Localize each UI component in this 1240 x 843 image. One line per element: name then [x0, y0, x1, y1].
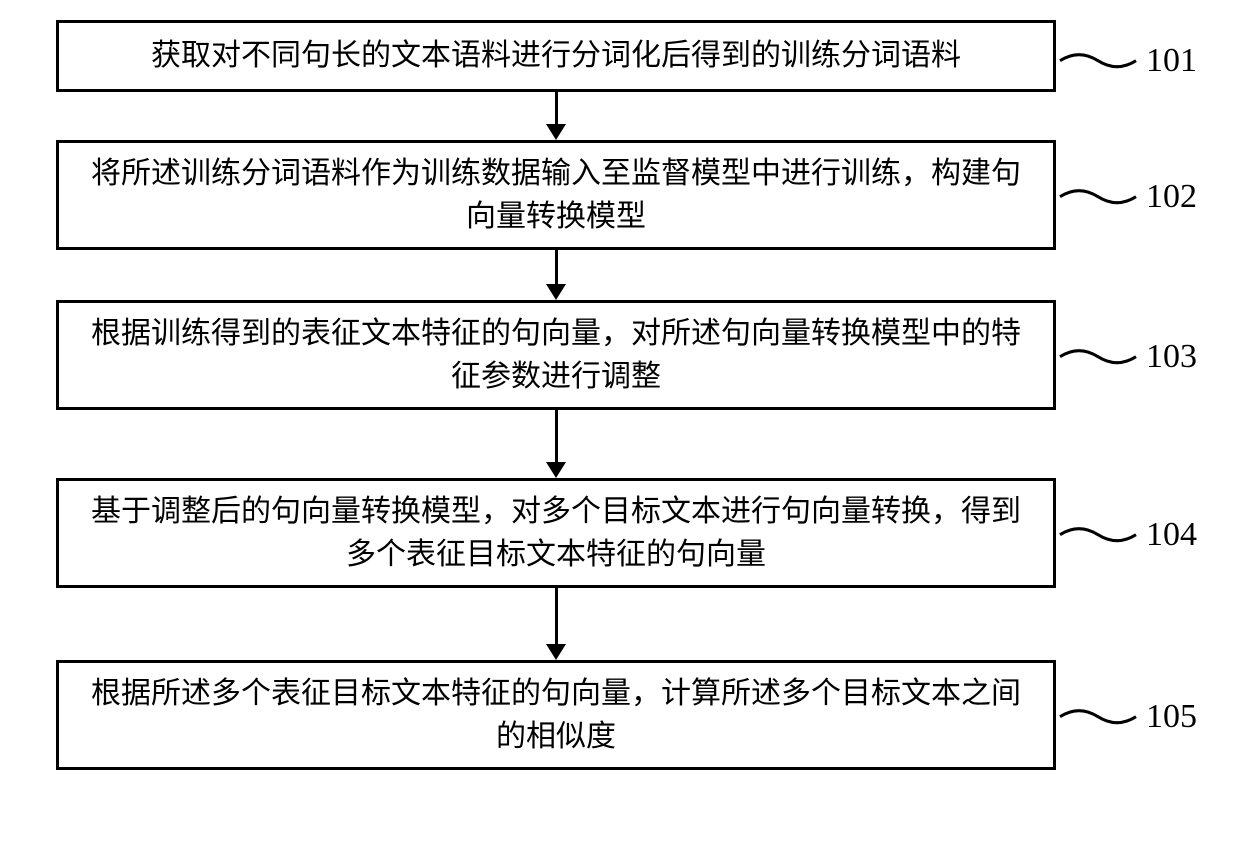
connector-105: [0, 0, 1240, 843]
